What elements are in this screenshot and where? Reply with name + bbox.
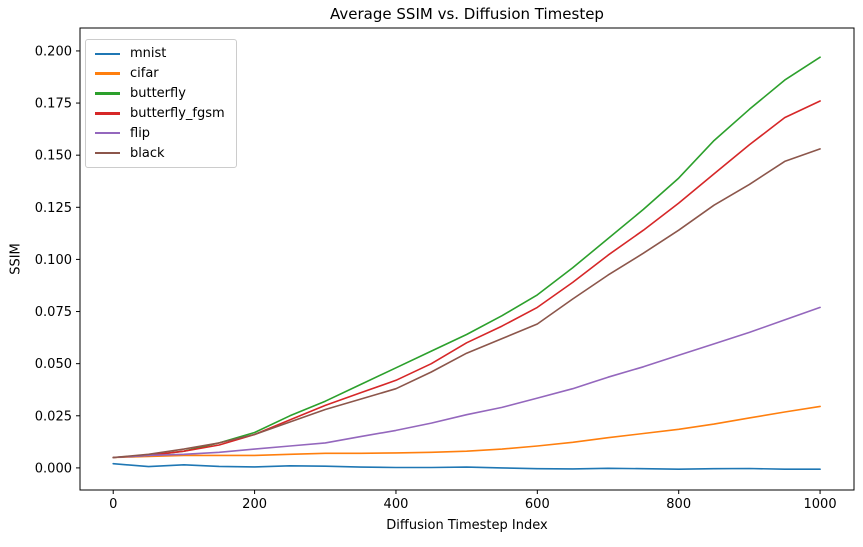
series-line-flip xyxy=(112,306,821,459)
legend-label: butterfly_fgsm xyxy=(130,105,225,121)
legend-item-butterfly: butterfly xyxy=(95,87,230,100)
series-line-black xyxy=(112,148,821,459)
legend-line-swatch xyxy=(95,52,120,56)
legend-line-swatch xyxy=(95,92,120,95)
legend-label: butterfly xyxy=(130,86,186,102)
series-line-butterfly_fgsm xyxy=(112,100,821,459)
y-tick-label: 0.050 xyxy=(35,357,72,372)
x-tick-label: 1000 xyxy=(804,497,837,512)
y-tick-label: 0.175 xyxy=(35,97,72,112)
y-tick-label: 0.200 xyxy=(35,44,72,59)
legend-item-cifar: cifar xyxy=(95,67,230,80)
x-tick-label: 800 xyxy=(666,497,691,512)
legend-item-flip: flip xyxy=(95,127,230,140)
x-tick-label: 600 xyxy=(525,497,550,512)
legend-item-butterfly_fgsm: butterfly_fgsm xyxy=(95,107,230,120)
legend-label: black xyxy=(130,145,165,161)
legend-item-mnist: mnist xyxy=(95,47,230,60)
y-tick-label: 0.125 xyxy=(35,201,72,216)
y-tick-label: 0.075 xyxy=(35,305,72,320)
chart-title: Average SSIM vs. Diffusion Timestep xyxy=(330,5,604,23)
y-tick-label: 0.000 xyxy=(35,461,72,476)
legend-label: cifar xyxy=(130,66,159,82)
x-tick-label: 200 xyxy=(242,497,267,512)
x-tick-label: 400 xyxy=(384,497,409,512)
legend-line-swatch xyxy=(95,72,120,75)
legend-label: flip xyxy=(130,125,151,141)
legend-line-swatch xyxy=(95,151,120,155)
legend-item-black: black xyxy=(95,147,230,160)
y-tick-label: 0.100 xyxy=(35,253,72,268)
x-axis-label: Diffusion Timestep Index xyxy=(386,518,548,533)
y-tick-label: 0.150 xyxy=(35,149,72,164)
legend-line-swatch xyxy=(95,112,120,115)
legend-line-swatch xyxy=(95,131,120,135)
series-line-mnist xyxy=(112,462,821,471)
y-tick-label: 0.025 xyxy=(35,409,72,424)
legend-label: mnist xyxy=(130,46,167,62)
series-line-cifar xyxy=(112,405,821,459)
x-tick-label: 0 xyxy=(109,497,117,512)
